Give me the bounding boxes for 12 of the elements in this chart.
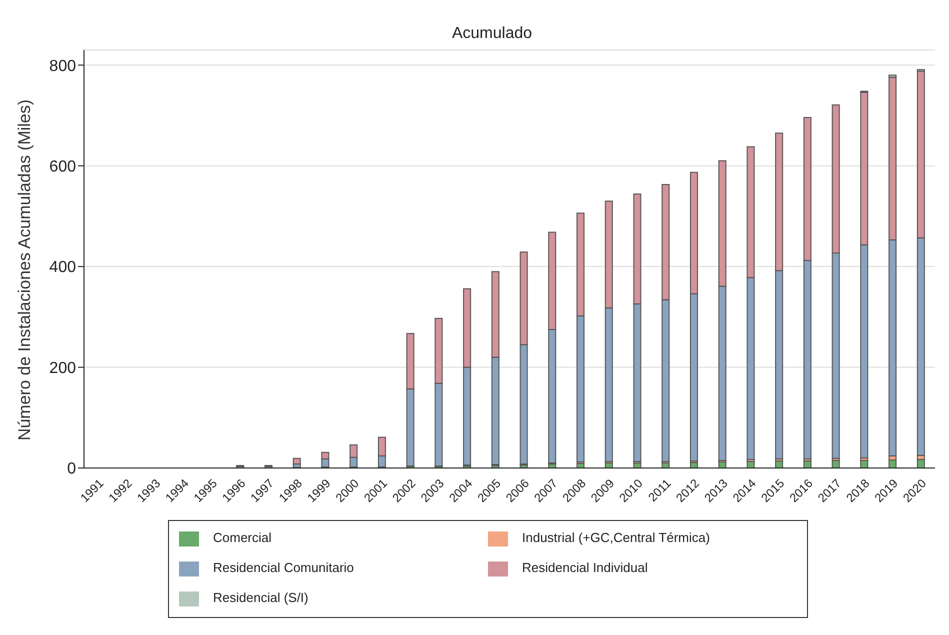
legend-label: Residencial Comunitario bbox=[213, 560, 354, 576]
y-tick-label: 400 bbox=[49, 259, 76, 276]
legend-label: Residencial Individual bbox=[522, 560, 648, 576]
legend-label: Comercial bbox=[213, 530, 272, 546]
chart-title: Acumulado bbox=[452, 25, 532, 42]
y-tick-label: 800 bbox=[49, 58, 76, 75]
y-tick-label: 0 bbox=[67, 460, 76, 478]
legend-label: Residencial (S/I) bbox=[213, 590, 308, 606]
y-axis-title: Número de Instalaciones Acumuladas (Miles) bbox=[15, 99, 34, 441]
legend-label: Industrial (+GC,Central Térmica) bbox=[522, 530, 710, 546]
y-tick-label: 200 bbox=[49, 360, 76, 377]
y-tick-label: 600 bbox=[49, 158, 76, 176]
